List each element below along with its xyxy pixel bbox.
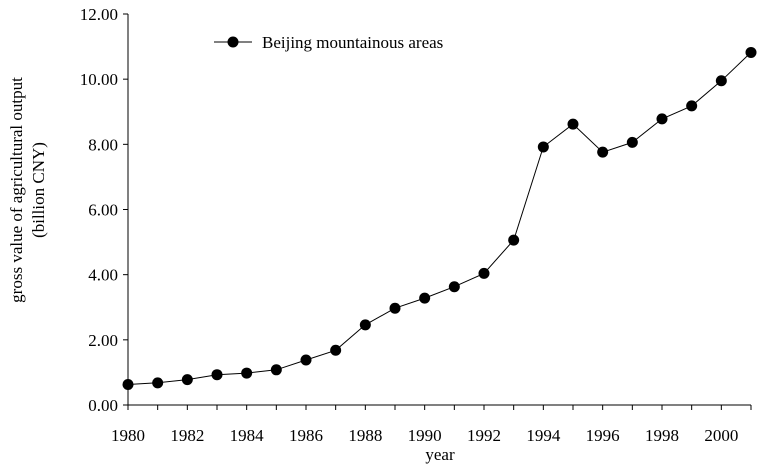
data-point (419, 292, 431, 304)
y-tick-label: 10.00 (80, 70, 118, 89)
data-point (478, 267, 490, 279)
x-tick-label: 1992 (467, 426, 501, 445)
y-axis-ticks: 0.00 2.00 4.00 6.00 8.00 10.00 12.00 (80, 5, 128, 415)
data-point (181, 374, 193, 386)
y-tick-label: 2.00 (88, 331, 118, 350)
x-tick-label: 1990 (408, 426, 442, 445)
x-tick-label: 2000 (704, 426, 738, 445)
legend: Beijing mountainous areas (214, 33, 443, 52)
data-point (597, 146, 609, 158)
data-point (152, 377, 164, 389)
data-point (656, 113, 668, 125)
x-tick-label: 1980 (111, 426, 145, 445)
x-tick-label: 1996 (586, 426, 620, 445)
data-point (122, 378, 134, 390)
y-axis-title-line-1: gross value of agricultural output (7, 77, 26, 303)
data-point (389, 302, 401, 314)
x-tick-label: 1984 (230, 426, 265, 445)
series-line (127, 52, 752, 385)
y-tick-label: 4.00 (88, 266, 118, 285)
x-tick-label: 1994 (526, 426, 561, 445)
y-tick-label: 12.00 (80, 5, 118, 24)
data-point (537, 141, 549, 153)
data-point (715, 75, 727, 87)
data-point (626, 136, 638, 148)
axes (127, 14, 751, 406)
series-group (122, 46, 757, 390)
x-tick-label: 1982 (170, 426, 204, 445)
legend-marker (227, 36, 239, 48)
data-point (448, 281, 460, 293)
data-point (300, 354, 312, 366)
data-point (330, 344, 342, 356)
data-point (567, 118, 579, 130)
x-axis-title: year (425, 445, 455, 464)
x-tick-label: 1986 (289, 426, 323, 445)
x-tick-label: 1988 (348, 426, 382, 445)
legend-label: Beijing mountainous areas (262, 33, 443, 52)
data-point (359, 319, 371, 331)
x-axis-ticks: 1980 1982 1984 1986 1988 1990 1992 1994 1996 1998… (111, 405, 752, 445)
data-point (211, 369, 223, 381)
x-tick-label: 1998 (645, 426, 679, 445)
y-axis-title-line-2: (billion CNY) (29, 142, 48, 238)
data-point (745, 46, 757, 58)
data-point (686, 100, 698, 112)
data-point (270, 364, 282, 376)
y-tick-label: 8.00 (88, 135, 118, 154)
data-point (508, 234, 520, 246)
data-point (241, 367, 253, 379)
y-tick-label: 6.00 (88, 201, 118, 220)
y-tick-label: 0.00 (88, 396, 118, 415)
